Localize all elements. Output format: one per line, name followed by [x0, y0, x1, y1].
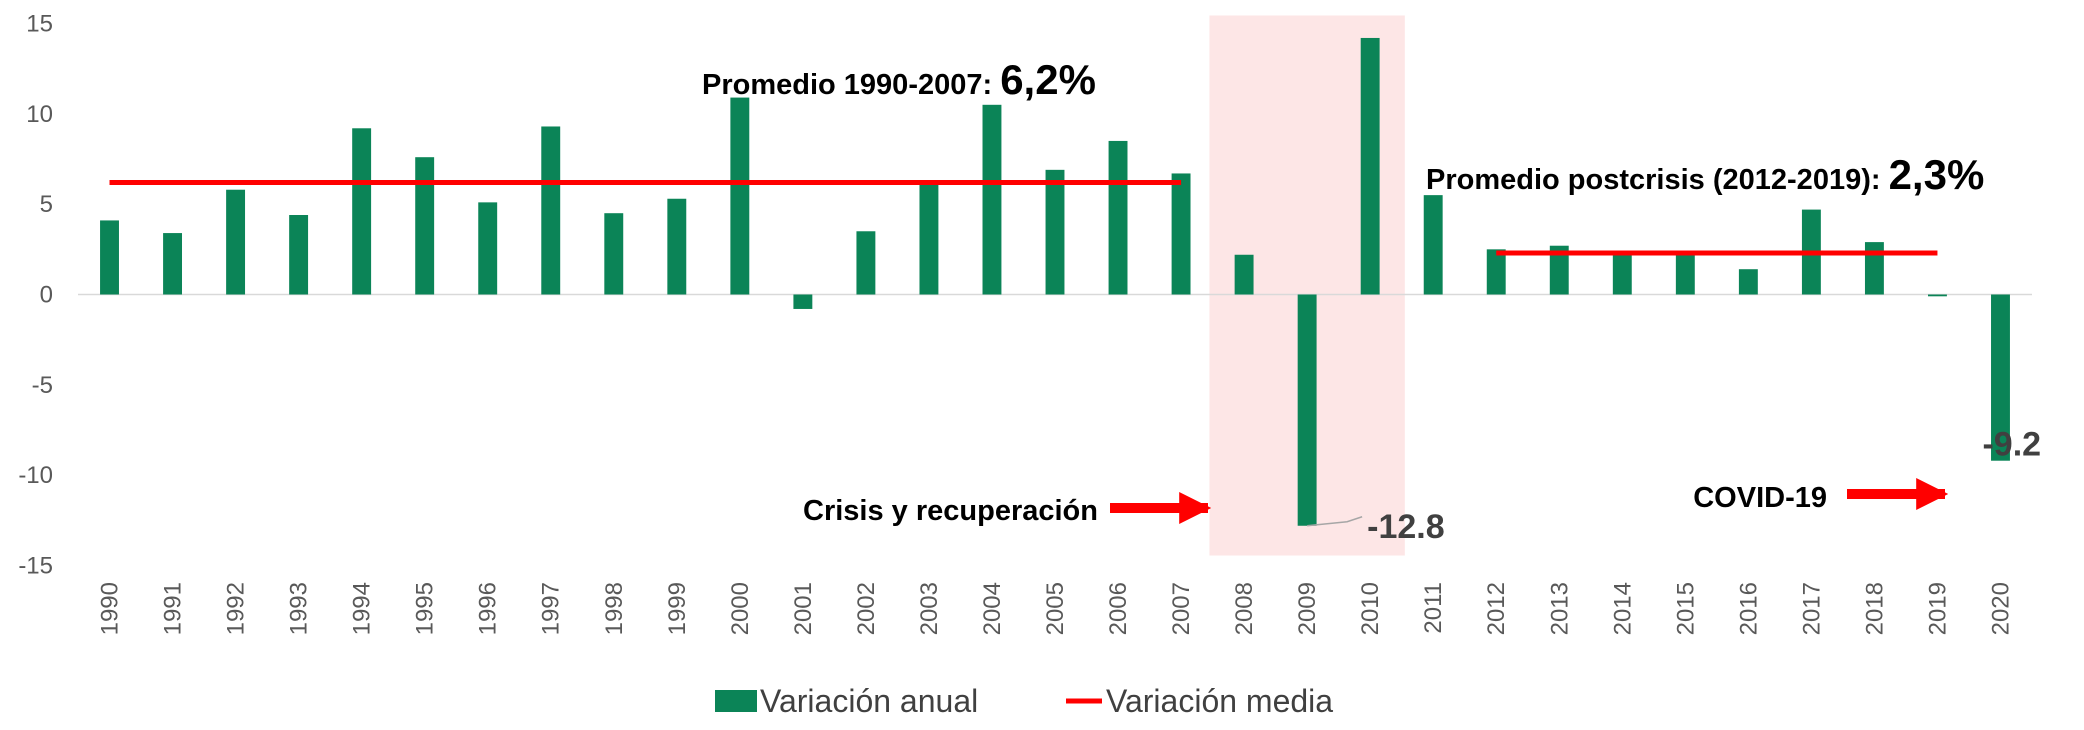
x-tick-label: 2017 [1798, 582, 1825, 635]
annotation-text: Promedio 1990-2007: [702, 69, 1000, 101]
bar [1864, 242, 1884, 295]
x-tick-label: 1996 [475, 582, 502, 635]
x-tick-label: 2009 [1294, 582, 1321, 635]
value-label: -9.2 [1982, 426, 2041, 464]
annotation-emphasis: 6,2% [1000, 56, 1096, 103]
bar [1171, 173, 1191, 295]
bar [1927, 294, 1947, 297]
y-tick-label: 5 [40, 191, 53, 218]
y-tick-label: -15 [18, 553, 53, 580]
y-tick-label: -5 [32, 372, 53, 399]
bar [667, 198, 687, 295]
bar [289, 215, 309, 295]
bar [163, 233, 183, 295]
bar [1486, 249, 1506, 295]
value-label: -12.8 [1367, 508, 1445, 546]
annotation-text: Promedio postcrisis (2012-2019): [1426, 164, 1889, 196]
x-tick-label: 2012 [1483, 582, 1510, 635]
bar [1549, 245, 1569, 295]
annotation: Promedio 1990-2007: 6,2% [702, 56, 1096, 103]
bar [352, 128, 372, 295]
bar [919, 182, 939, 295]
bar [415, 157, 435, 295]
x-tick-label: 1994 [349, 582, 376, 635]
x-tick-label: 1998 [601, 582, 628, 635]
x-tick-label: 2004 [979, 582, 1006, 635]
bar [793, 294, 813, 309]
legend-label: Variación media [1106, 683, 1333, 719]
bar [982, 104, 1002, 295]
bar [1423, 195, 1443, 295]
x-tick-label: 2000 [727, 582, 754, 635]
bar [1045, 169, 1065, 295]
annotation: Crisis y recuperación [803, 495, 1098, 527]
x-tick-label: 2015 [1672, 582, 1699, 635]
x-tick-label: 2016 [1735, 582, 1762, 635]
y-tick-label: 0 [40, 282, 53, 309]
annotation: Promedio postcrisis (2012-2019): 2,3% [1426, 151, 1984, 198]
y-tick-label: -10 [18, 462, 53, 489]
x-tick-label: 2008 [1231, 582, 1258, 635]
bar [856, 231, 876, 295]
legend-label: Variación anual [760, 683, 978, 719]
bar [100, 220, 119, 295]
x-tick-label: 2005 [1042, 582, 1069, 635]
x-tick-label: 1991 [160, 582, 187, 635]
x-tick-label: 1997 [538, 582, 565, 635]
x-tick-label: 2014 [1609, 582, 1636, 635]
bar [604, 213, 624, 295]
x-tick-label: 2020 [1987, 582, 2014, 635]
x-tick-label: 2013 [1546, 582, 1573, 635]
plot-layer [100, 37, 2010, 527]
x-tick-label: 1992 [223, 582, 250, 635]
legend-swatch [715, 690, 757, 712]
x-tick-label: 2006 [1105, 582, 1132, 635]
x-tick-label: 1990 [97, 582, 124, 635]
bar [1991, 294, 2010, 461]
x-tick-label: 2010 [1357, 582, 1384, 635]
line [109, 179, 1938, 256]
bar [1738, 269, 1758, 295]
x-tick-label: 1993 [286, 582, 313, 635]
annotation: COVID-19 [1693, 482, 1827, 514]
leader-line [1307, 516, 1363, 527]
bar [541, 126, 561, 295]
x-tick-label: 2001 [790, 582, 817, 635]
bar [478, 202, 498, 295]
bar [1108, 140, 1128, 295]
y-tick-label: 10 [26, 101, 53, 128]
bar [1234, 254, 1254, 295]
x-tick-label: 2018 [1861, 582, 1888, 635]
bar [730, 97, 750, 295]
bar [1360, 37, 1380, 295]
x-tick-label: 2003 [916, 582, 943, 635]
bar [1612, 251, 1632, 295]
bar [226, 189, 246, 295]
bar [1297, 294, 1317, 526]
annotation-emphasis: 2,3% [1889, 151, 1985, 198]
x-tick-label: 2019 [1924, 582, 1951, 635]
x-tick-label: 2007 [1168, 582, 1195, 635]
y-tick-label: 15 [26, 11, 53, 38]
x-tick-label: 1995 [412, 582, 439, 635]
x-tick-label: 2011 [1420, 582, 1447, 634]
x-tick-label: 1999 [664, 582, 691, 635]
x-tick-label: 2002 [853, 582, 880, 635]
bar [1675, 251, 1695, 295]
